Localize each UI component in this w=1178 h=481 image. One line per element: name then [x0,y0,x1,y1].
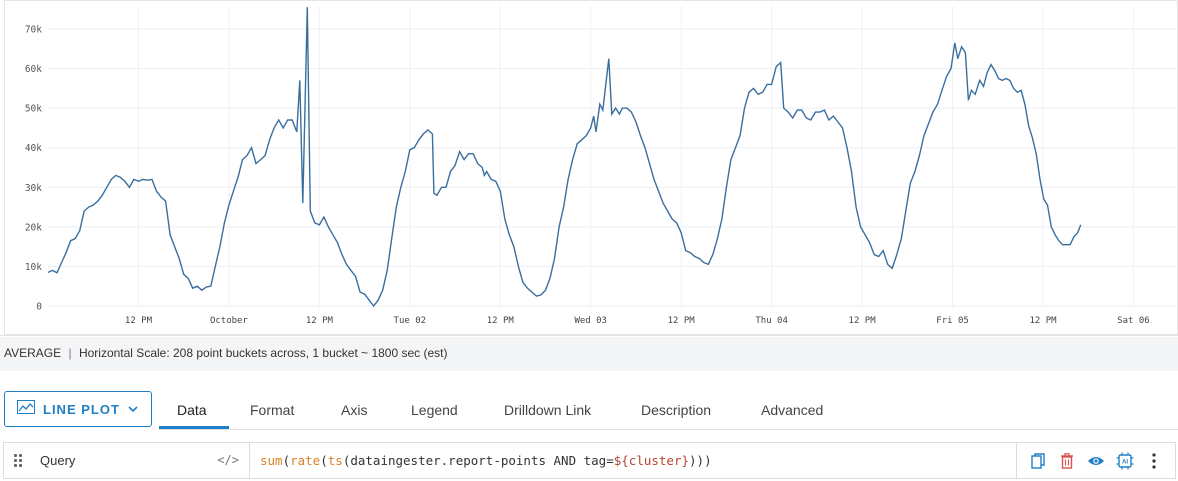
y-tick-label: 60k [25,64,42,75]
y-tick-label: 0 [36,302,42,313]
x-tick-label: 12 PM [849,316,877,326]
eye-icon[interactable] [1086,451,1106,471]
query-expression-input[interactable]: sum(rate(ts (dataingester.report-points A… [250,443,1017,478]
scale-text: Horizontal Scale: 208 point buckets acro… [78,346,448,360]
tabs-divider [159,429,1178,430]
expr-args: (dataingester.report-points AND tag= [342,453,614,468]
x-tick-label: Wed 03 [574,316,607,326]
expr-paren: ( [282,453,291,468]
x-tick-label: 12 PM [1029,316,1057,326]
chevron-down-icon [128,400,138,418]
delete-icon[interactable] [1057,451,1077,471]
tab-description[interactable]: Description [641,402,712,418]
x-tick-label: 12 PM [125,316,153,326]
query-name[interactable]: Query [40,453,76,468]
line-chart-icon [17,399,35,419]
tab-format[interactable]: Format [250,402,295,418]
expr-fn-sum: sum [260,453,283,468]
x-tick-label: Tue 02 [394,316,427,326]
x-tick-label: Thu 04 [755,316,788,326]
drag-handle-icon[interactable] [14,454,26,467]
ai-assist-icon[interactable]: AI [1115,451,1135,471]
expr-variable: ${cluster} [613,453,690,468]
series-line [47,7,1082,308]
plot-type-dropdown[interactable]: LINE PLOT [4,391,152,427]
tab-data[interactable]: Data [177,402,207,418]
x-tick-label: 12 PM [306,316,334,326]
expr-fn-ts: ts [327,453,343,468]
svg-text:AI: AI [1122,459,1128,465]
query-actions: AI [1017,443,1175,478]
query-header: Query </> [4,443,250,478]
editor-tabs-row: LINE PLOT Data Format Axis Legend Drilld… [0,372,1178,434]
x-tick-label: 12 PM [487,316,515,326]
tab-advanced[interactable]: Advanced [761,402,824,418]
y-tick-label: 20k [25,222,42,233]
chart-grid [4,0,1178,335]
y-tick-label: 70k [25,25,42,36]
plot-type-label: LINE PLOT [43,401,120,417]
more-options-icon[interactable] [1144,451,1164,471]
tab-legend[interactable]: Legend [411,402,458,418]
active-tab-indicator [159,426,229,429]
expr-close: ))) [689,453,712,468]
expr-fn-rate: rate [290,453,321,468]
y-tick-label: 30k [25,183,42,194]
y-tick-label: 40k [25,143,42,154]
y-tick-label: 10k [25,262,42,273]
scale-separator: | [68,346,72,360]
horizontal-scale-info: AVERAGE | Horizontal Scale: 208 point bu… [0,337,1178,371]
tab-drilldown-link[interactable]: Drilldown Link [504,402,592,418]
x-tick-label: October [210,316,249,326]
y-tick-label: 50k [25,104,42,115]
x-tick-label: 12 PM [668,316,696,326]
x-axis: 12 PM October 12 PM Tue 02 12 PM Wed 03 12 PM T… [125,316,1150,326]
code-toggle-icon[interactable]: </> [217,453,239,467]
expr-paren: ( [320,453,328,468]
copy-icon[interactable] [1028,451,1048,471]
query-row: Query </> sum(rate(ts (dataingester.repor… [3,442,1176,479]
x-tick-label: Fri 05 [936,316,969,326]
x-tick-label: Sat 06 [1117,316,1150,326]
chart-panel[interactable]: 0 10k 20k 30k 40k 50k 60k 70k 12 PM October 12 PM… [0,0,1178,336]
y-axis: 0 10k 20k 30k 40k 50k 60k 70k [25,25,42,313]
aggregation-label: AVERAGE [4,346,62,360]
tab-axis[interactable]: Axis [341,402,368,418]
